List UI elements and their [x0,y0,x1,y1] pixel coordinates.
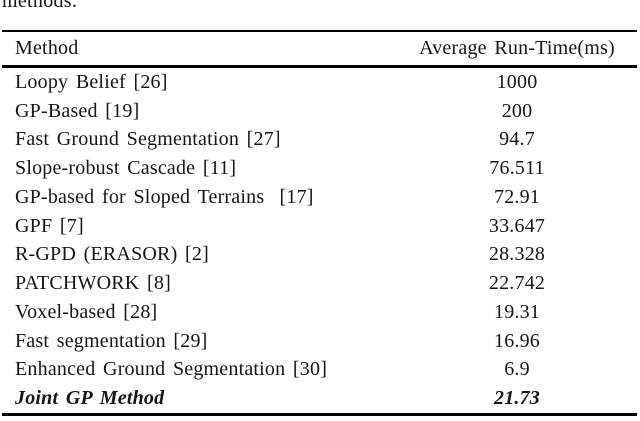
table-top-rule [2,30,637,32]
method-cell: Voxel-based [28] [15,300,158,323]
table-row: Loopy Belief [26] 1000 [2,68,637,97]
table-row: GPF [7] 33.647 [2,212,637,241]
runtime-cell: 94.7 [499,128,535,151]
method-cell: PATCHWORK [8] [15,272,171,295]
runtime-cell: 72.91 [494,185,540,208]
runtime-cell: 1000 [496,70,538,93]
table-row: Slope-robust Cascade [11] 76.511 [2,154,637,183]
runtime-cell: 33.647 [488,214,546,237]
method-cell: GP-Based [19] [15,99,140,122]
method-cell: Fast segmentation [29] [15,329,208,352]
table-row: R-GPD (ERASOR) [2] 28.328 [2,241,637,270]
table-row: Enhanced Ground Segmentation [30] 6.9 [2,356,637,385]
table-row: Voxel-based [28] 19.31 [2,298,637,327]
column-header-runtime: Average Run-Time(ms) [419,37,615,59]
table-row: PATCHWORK [8] 22.742 [2,269,637,298]
runtime-cell: 19.31 [494,300,540,323]
runtime-cell: 16.96 [494,329,540,352]
method-cell: GPF [7] [15,214,84,237]
method-cell: Fast Ground Segmentation [27] [15,128,281,151]
runtime-cell: 200 [501,99,533,122]
method-cell: Joint GP Method [15,387,165,410]
table-row: Fast segmentation [29] 16.96 [2,327,637,356]
runtime-cell: 6.9 [504,358,530,381]
runtime-cell: 21.73 [494,387,540,410]
table-row: Fast Ground Segmentation [27] 94.7 [2,126,637,155]
table-header-row: Method Average Run-Time(ms) [2,32,637,65]
column-header-method: Method [15,37,79,59]
method-cell: Slope-robust Cascade [11] [15,157,237,180]
runtime-cell: 22.742 [488,272,546,295]
method-cell: Loopy Belief [26] [15,70,168,93]
method-cell: R-GPD (ERASOR) [2] [15,243,209,266]
table-row: GP-based for Sloped Terrains [17] 72.91 [2,183,637,212]
table-row: GP-Based [19] 200 [2,97,637,126]
paper-caption-fragment: methods. [2,0,78,12]
table-row-joint-gp-method: Joint GP Method 21.73 [2,384,637,413]
runtime-cell: 76.511 [489,157,545,180]
table-header-rule [2,65,637,68]
runtime-results-table: Method Average Run-Time(ms) Loopy Belief… [2,30,637,416]
method-cell: GP-based for Sloped Terrains [17] [15,185,314,208]
runtime-cell: 28.328 [488,243,546,266]
table-body: Loopy Belief [26] 1000 GP-Based [19] 200… [2,68,637,413]
table-bottom-rule [2,413,637,416]
method-cell: Enhanced Ground Segmentation [30] [15,358,328,381]
